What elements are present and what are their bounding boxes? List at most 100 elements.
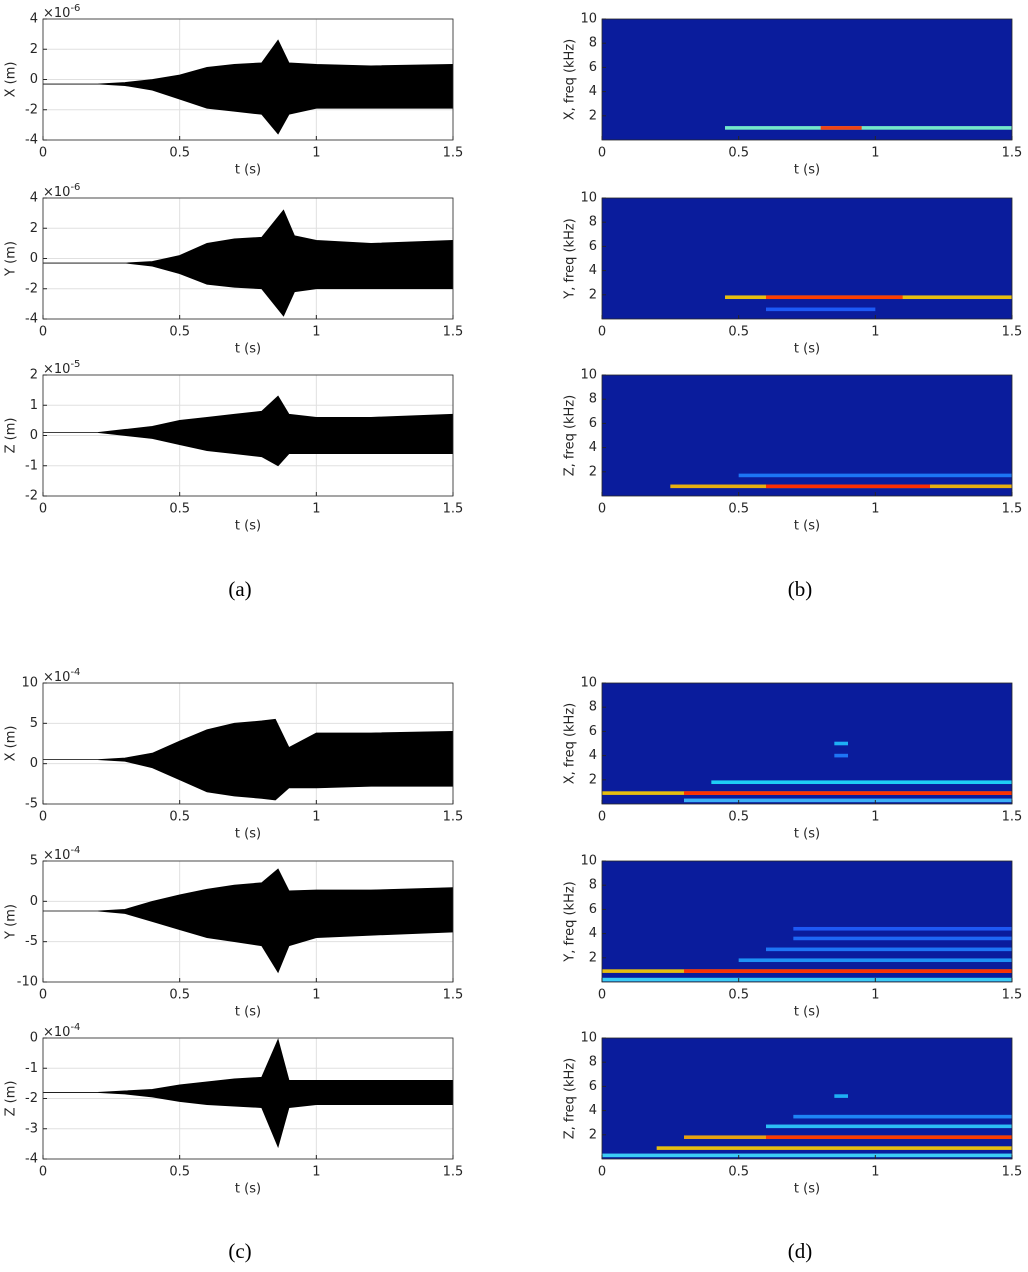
y-tick-label: 4: [589, 926, 597, 941]
multiplier-base: ×10: [43, 848, 70, 863]
axis-multiplier: ×10-6: [43, 3, 80, 21]
data-layer: [602, 1094, 1012, 1158]
y-tick-label: -2: [25, 1091, 38, 1106]
x-tick-label: 0: [39, 502, 47, 517]
subplot: 0 0.5 1 1.5 -10 -5 0 5 t (s) Y (m) ×10-4: [4, 845, 464, 1020]
spectral-band: [834, 741, 848, 746]
y-axis-label: Z (m): [4, 418, 19, 454]
spectral-band: [793, 926, 1012, 931]
subplot: 0 0.5 1 1.5 2 4 6 8 10 t (s) Z, freq (kHz): [563, 368, 1023, 534]
y-tick-label: 4: [589, 748, 597, 763]
axis-multiplier: ×10-4: [43, 845, 80, 863]
y-tick-label: 2: [589, 108, 597, 123]
spectral-band: [684, 969, 1012, 973]
x-tick-label: 0: [39, 1165, 47, 1180]
y-tick-label: 8: [589, 392, 597, 407]
x-axis-label: t (s): [794, 1182, 820, 1197]
data-layer: [670, 473, 1012, 489]
multiplier-base: ×10: [43, 185, 70, 200]
x-tick-label: 0.5: [169, 502, 190, 517]
multiplier-exponent: -6: [70, 3, 80, 14]
multiplier-base: ×10: [43, 1025, 70, 1040]
y-tick-label: 2: [589, 287, 597, 302]
x-axis-label: t (s): [794, 342, 820, 357]
data-layer: [43, 1038, 453, 1149]
x-axis-label: t (s): [794, 827, 820, 842]
multiplier-exponent: -6: [70, 182, 80, 193]
x-tick-label: 1.5: [443, 502, 464, 517]
spectral-band: [766, 484, 930, 489]
x-tick-label: 1.5: [1002, 146, 1023, 161]
y-tick-label: -2: [25, 489, 38, 504]
data-layer: [725, 126, 1012, 130]
spectral-band: [738, 473, 1012, 478]
axes-box: [601, 1037, 1013, 1160]
axis-multiplier: ×10-4: [43, 1022, 80, 1040]
x-tick-label: 0: [39, 146, 47, 161]
x-tick-label: 0.5: [728, 146, 749, 161]
spectral-band: [725, 126, 1012, 130]
spectral-band: [602, 977, 1012, 982]
axes-box: [42, 682, 454, 805]
x-tick-label: 1: [312, 1165, 320, 1180]
y-tick-label: 4: [589, 263, 597, 278]
y-tick-label: -4: [25, 312, 38, 327]
x-tick-label: 1.5: [443, 810, 464, 825]
y-tick-label: 8: [589, 215, 597, 230]
y-tick-label: 0: [30, 756, 38, 771]
x-tick-label: 1: [312, 988, 320, 1003]
x-tick-label: 1.5: [443, 1165, 464, 1180]
x-tick-label: 0.5: [728, 502, 749, 517]
axis-multiplier: ×10-5: [43, 359, 80, 377]
y-axis-label: X, freq (kHz): [563, 39, 578, 120]
spectral-band: [766, 947, 1012, 952]
axes-box: [601, 18, 1013, 141]
y-tick-label: 0: [30, 251, 38, 266]
axes-box: [601, 860, 1013, 983]
x-axis-label: t (s): [794, 163, 820, 178]
spectral-band: [834, 753, 848, 758]
subplot: 0 0.5 1 1.5 -2 -1 0 1 2 t (s) Z (m) ×10-5: [4, 359, 464, 534]
spectral-band: [656, 1146, 1012, 1150]
y-tick-label: 4: [30, 12, 38, 27]
multiplier-base: ×10: [43, 6, 70, 21]
x-tick-label: 1: [312, 810, 320, 825]
y-tick-label: 0: [30, 1031, 38, 1046]
x-tick-label: 1.5: [443, 988, 464, 1003]
y-tick-label: 10: [580, 368, 597, 383]
y-tick-label: 8: [589, 878, 597, 893]
y-axis-label: Y (m): [4, 241, 19, 277]
x-tick-label: 1.5: [1002, 1165, 1023, 1180]
y-tick-label: 4: [589, 440, 597, 455]
y-tick-label: 4: [30, 191, 38, 206]
x-tick-label: 1.5: [443, 146, 464, 161]
axes-box: [601, 682, 1013, 805]
x-tick-label: 0: [598, 988, 606, 1003]
caption: (d): [788, 1239, 813, 1263]
y-tick-label: 4: [589, 84, 597, 99]
x-tick-label: 1: [871, 810, 879, 825]
y-tick-label: -10: [17, 975, 38, 990]
x-tick-label: 1: [871, 1165, 879, 1180]
x-tick-label: 0: [598, 810, 606, 825]
signal-envelope: [43, 868, 453, 974]
x-tick-label: 0.5: [728, 325, 749, 340]
x-tick-label: 0: [39, 810, 47, 825]
y-tick-label: 10: [580, 12, 597, 27]
x-tick-label: 0.5: [169, 325, 190, 340]
signal-envelope: [43, 209, 453, 317]
x-tick-label: 1.5: [1002, 502, 1023, 517]
signal-envelope: [43, 1038, 453, 1149]
x-axis-label: t (s): [794, 1005, 820, 1020]
axis-multiplier: ×10-4: [43, 667, 80, 685]
x-tick-label: 1: [312, 325, 320, 340]
y-tick-label: 2: [30, 368, 38, 383]
plot-area: [602, 1038, 1012, 1159]
spectral-band: [684, 798, 1012, 803]
y-tick-label: 2: [589, 950, 597, 965]
spectral-band: [602, 1153, 1012, 1158]
y-axis-label: X, freq (kHz): [563, 703, 578, 784]
caption: (c): [228, 1239, 251, 1263]
y-axis-label: Z (m): [4, 1081, 19, 1117]
y-tick-label: -2: [25, 102, 38, 117]
